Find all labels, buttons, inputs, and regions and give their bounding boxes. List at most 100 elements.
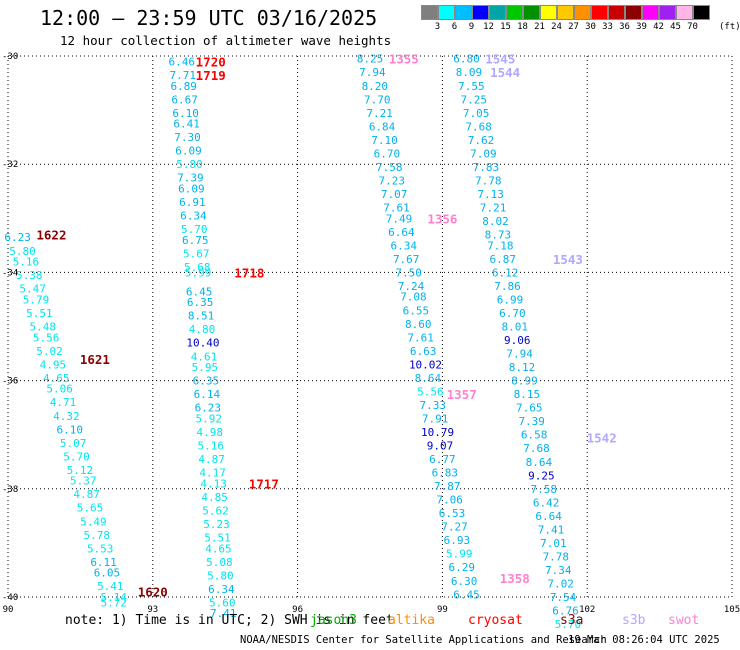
legend-item-s3b: s3b [622, 613, 646, 628]
swh-point: 5.67 [183, 247, 210, 260]
y-tick-label: -32 [2, 160, 18, 170]
swh-point: 6.53 [439, 507, 466, 520]
swh-point: 5.47 [19, 283, 46, 296]
swh-point: 6.93 [444, 534, 471, 547]
colorbar-swatch [438, 5, 455, 20]
swh-point: 7.05 [463, 107, 490, 120]
swh-point: 5.80 [9, 245, 36, 258]
swh-point: 7.27 [441, 521, 468, 534]
x-tick-label: 102 [579, 605, 595, 615]
swh-point: 5.70 [555, 618, 582, 631]
swh-point: 6.80 [453, 53, 480, 66]
x-tick-label: 90 [3, 605, 14, 615]
legend-item-jason3: jason3 [310, 613, 357, 628]
swh-point: 6.41 [173, 118, 200, 131]
y-tick-label: -36 [2, 377, 18, 387]
swh-point: 6.34 [180, 210, 207, 223]
colorbar-swatch [523, 5, 540, 20]
swh-point: 6.29 [448, 561, 475, 574]
swh-point: 5.16 [197, 440, 224, 453]
swh-point: 6.87 [489, 253, 516, 266]
swh-point: 4.13 [200, 477, 227, 490]
swh-point: 4.85 [201, 491, 228, 504]
swh-point: 5.99 [185, 266, 212, 279]
swh-point: 4.87 [73, 488, 100, 501]
colorbar-swatch [642, 5, 659, 20]
swh-point: 7.09 [470, 147, 497, 160]
swh-point: 5.56 [33, 331, 60, 344]
colorbar-swatch [489, 5, 506, 20]
swh-point: 8.64 [526, 456, 553, 469]
swh-point: 10.79 [421, 426, 454, 439]
swh-point: 7.61 [407, 331, 434, 344]
swh-point: 4.65 [205, 542, 232, 555]
colorbar-tick-label: 45 [670, 22, 681, 32]
swh-point: 8.15 [514, 388, 541, 401]
colorbar-swatch [455, 5, 472, 20]
track-time-label: 1620 [138, 585, 168, 600]
swh-point: 6.99 [497, 293, 524, 306]
legend-item-s3a: s3a [560, 613, 584, 628]
track-time-label: 1544 [490, 65, 520, 80]
swh-point: 7.30 [174, 131, 201, 144]
swh-point: 6.75 [182, 234, 209, 247]
colorbar-tick-label: 42 [653, 22, 664, 32]
swh-point: 5.08 [206, 556, 233, 569]
colorbar-swatch [676, 5, 693, 20]
swh-point: 7.34 [545, 564, 572, 577]
track-time-label: 1358 [500, 571, 530, 586]
swh-point: 6.09 [178, 183, 205, 196]
chart-subtitle: 12 hour collection of altimeter wave hei… [60, 33, 392, 48]
swh-point: 7.50 [395, 266, 422, 279]
swh-point: 6.10 [57, 423, 84, 436]
swh-point: 10.02 [409, 358, 442, 371]
track-time-label: 1357 [447, 387, 477, 402]
swh-point: 7.67 [393, 253, 420, 266]
swh-point: 5.49 [80, 515, 107, 528]
swh-point: 5.38 [16, 269, 43, 282]
colorbar-tick-label: 36 [619, 22, 630, 32]
footer-credit: NOAA/NESDIS Center for Satellite Applica… [240, 634, 607, 646]
swh-point: 7.24 [398, 280, 425, 293]
swh-point: 8.12 [509, 361, 536, 374]
swh-point: 5.70 [181, 223, 208, 236]
swh-point: 7.91 [422, 412, 449, 425]
x-tick-label: 99 [437, 605, 448, 615]
swh-point: 7.58 [376, 161, 403, 174]
colorbar-swatch [557, 5, 574, 20]
colorbar-tick-label: 9 [468, 22, 475, 32]
swh-point: 7.23 [378, 174, 405, 187]
colorbar-tick-label: 18 [517, 22, 528, 32]
swh-point: 7.58 [531, 483, 558, 496]
swh-point: 6.30 [451, 575, 478, 588]
colorbar-swatch [693, 5, 710, 20]
swh-point: 8.64 [415, 372, 442, 385]
swh-point: 8.73 [485, 229, 512, 242]
legend-item-swot: swot [668, 613, 700, 628]
track-time-label: 1718 [234, 265, 264, 280]
swh-point: 6.11 [90, 556, 117, 569]
footer-timestamp: 19 Mar 08:26:04 UTC 2025 [568, 634, 720, 646]
swh-point: 6.89 [170, 80, 197, 93]
swh-point: 7.94 [359, 66, 386, 79]
swh-point: 4.87 [198, 453, 225, 466]
colorbar-swatch [472, 5, 489, 20]
swh-point: 7.49 [386, 212, 413, 225]
colorbar-tick-label: 70 [687, 22, 698, 32]
swh-point: 7.21 [366, 107, 393, 120]
colorbar-tick-label: 39 [636, 22, 647, 32]
swh-point: 9.25 [528, 469, 555, 482]
swh-point: 7.13 [477, 188, 504, 201]
legend-item-altika: altika [388, 613, 435, 628]
swh-point: 6.42 [533, 496, 560, 509]
swh-point: 9.06 [504, 334, 531, 347]
swh-point: 4.61 [191, 350, 218, 363]
swh-point: 6.46 [169, 55, 196, 68]
y-tick-label: -30 [2, 52, 18, 62]
colorbar-tick-label: 15 [500, 22, 511, 32]
colorbar-swatch [574, 5, 591, 20]
chart-title: 12:00 – 23:59 UTC 03/16/2025 [40, 6, 378, 30]
swh-point: 6.84 [369, 120, 396, 133]
swh-point: 5.41 [97, 580, 124, 593]
swh-point: 5.48 [30, 321, 57, 334]
